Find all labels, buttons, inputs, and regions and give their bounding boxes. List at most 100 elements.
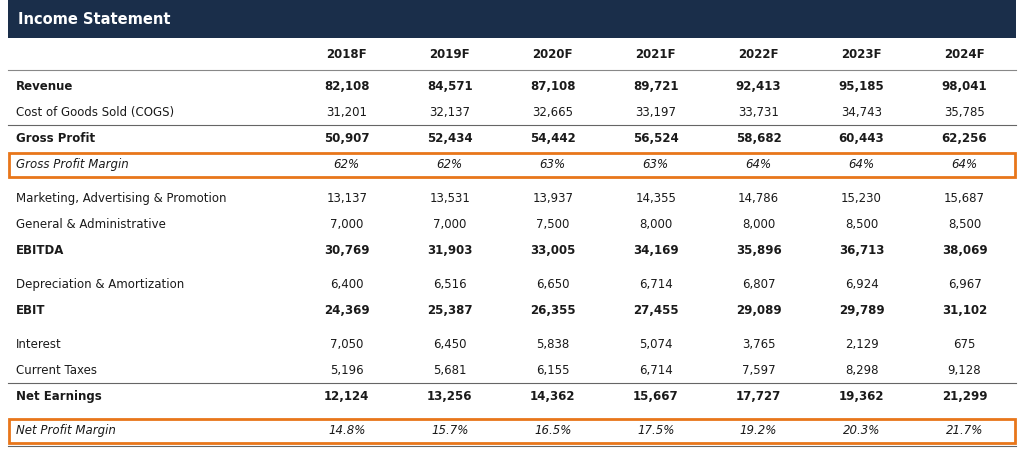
Text: 64%: 64%: [849, 159, 874, 172]
Text: 14.8%: 14.8%: [328, 425, 366, 438]
Text: 31,903: 31,903: [427, 245, 472, 258]
Text: 2020F: 2020F: [532, 47, 573, 60]
Text: 34,169: 34,169: [633, 245, 679, 258]
Text: Interest: Interest: [16, 339, 61, 352]
Text: 2022F: 2022F: [738, 47, 779, 60]
Text: 82,108: 82,108: [324, 80, 370, 93]
Text: 19,362: 19,362: [839, 391, 885, 404]
Text: 35,896: 35,896: [735, 245, 781, 258]
Text: 34,743: 34,743: [841, 106, 882, 120]
Text: Income Statement: Income Statement: [18, 12, 171, 27]
Text: 15,230: 15,230: [841, 193, 882, 206]
Text: 7,000: 7,000: [433, 219, 466, 232]
Text: 35,785: 35,785: [944, 106, 985, 120]
Text: 30,769: 30,769: [324, 245, 370, 258]
Text: 62%: 62%: [436, 159, 463, 172]
Text: Cost of Goods Sold (COGS): Cost of Goods Sold (COGS): [16, 106, 174, 120]
Bar: [9, 419, 1015, 443]
Text: 8,500: 8,500: [948, 219, 981, 232]
Text: 6,924: 6,924: [845, 279, 879, 292]
Text: 7,597: 7,597: [741, 365, 775, 378]
Text: 2,129: 2,129: [845, 339, 879, 352]
Text: Current Taxes: Current Taxes: [16, 365, 97, 378]
Bar: [8, 0, 1016, 38]
Text: 15,687: 15,687: [944, 193, 985, 206]
Text: 95,185: 95,185: [839, 80, 885, 93]
Text: 6,967: 6,967: [947, 279, 981, 292]
Text: 64%: 64%: [745, 159, 772, 172]
Text: 3,765: 3,765: [741, 339, 775, 352]
Text: 2019F: 2019F: [429, 47, 470, 60]
Text: 6,450: 6,450: [433, 339, 467, 352]
Text: 58,682: 58,682: [735, 133, 781, 146]
Text: 32,137: 32,137: [429, 106, 470, 120]
Text: 31,201: 31,201: [327, 106, 368, 120]
Text: 60,443: 60,443: [839, 133, 885, 146]
Text: 64%: 64%: [951, 159, 978, 172]
Text: 62%: 62%: [334, 159, 359, 172]
Text: 13,137: 13,137: [327, 193, 368, 206]
Text: 13,256: 13,256: [427, 391, 472, 404]
Text: 38,069: 38,069: [942, 245, 987, 258]
Text: 29,089: 29,089: [736, 305, 781, 318]
Text: 98,041: 98,041: [942, 80, 987, 93]
Text: 36,713: 36,713: [839, 245, 885, 258]
Text: 63%: 63%: [540, 159, 565, 172]
Text: 2024F: 2024F: [944, 47, 985, 60]
Text: 33,005: 33,005: [530, 245, 575, 258]
Text: 13,531: 13,531: [429, 193, 470, 206]
Text: 54,442: 54,442: [529, 133, 575, 146]
Text: Net Profit Margin: Net Profit Margin: [16, 425, 116, 438]
Text: 5,681: 5,681: [433, 365, 467, 378]
Text: 62,256: 62,256: [942, 133, 987, 146]
Text: 33,197: 33,197: [635, 106, 676, 120]
Text: 7,500: 7,500: [536, 219, 569, 232]
Text: 5,196: 5,196: [330, 365, 364, 378]
Text: 84,571: 84,571: [427, 80, 472, 93]
Text: 17.5%: 17.5%: [637, 425, 675, 438]
Text: 19.2%: 19.2%: [740, 425, 777, 438]
Text: 87,108: 87,108: [530, 80, 575, 93]
Text: Gross Profit Margin: Gross Profit Margin: [16, 159, 129, 172]
Text: 6,516: 6,516: [433, 279, 467, 292]
Text: 9,128: 9,128: [947, 365, 981, 378]
Text: 5,074: 5,074: [639, 339, 673, 352]
Text: 8,298: 8,298: [845, 365, 879, 378]
Text: 27,455: 27,455: [633, 305, 679, 318]
Text: 6,714: 6,714: [639, 365, 673, 378]
Text: 12,124: 12,124: [324, 391, 370, 404]
Text: 33,731: 33,731: [738, 106, 779, 120]
Text: 6,400: 6,400: [330, 279, 364, 292]
Text: 21,299: 21,299: [942, 391, 987, 404]
Bar: [9, 153, 1015, 177]
Text: 21.7%: 21.7%: [946, 425, 983, 438]
Text: General & Administrative: General & Administrative: [16, 219, 166, 232]
Text: Depreciation & Amortization: Depreciation & Amortization: [16, 279, 184, 292]
Text: 8,000: 8,000: [639, 219, 673, 232]
Text: 56,524: 56,524: [633, 133, 679, 146]
Text: 17,727: 17,727: [736, 391, 781, 404]
Text: Revenue: Revenue: [16, 80, 74, 93]
Text: 6,155: 6,155: [536, 365, 569, 378]
Text: 675: 675: [953, 339, 976, 352]
Text: 52,434: 52,434: [427, 133, 472, 146]
Text: 14,362: 14,362: [530, 391, 575, 404]
Text: 92,413: 92,413: [736, 80, 781, 93]
Text: 14,786: 14,786: [738, 193, 779, 206]
Text: 89,721: 89,721: [633, 80, 678, 93]
Text: 15.7%: 15.7%: [431, 425, 468, 438]
Text: 50,907: 50,907: [324, 133, 370, 146]
Text: 6,714: 6,714: [639, 279, 673, 292]
Text: 8,500: 8,500: [845, 219, 879, 232]
Text: 6,807: 6,807: [741, 279, 775, 292]
Text: 13,937: 13,937: [532, 193, 573, 206]
Text: 2023F: 2023F: [842, 47, 882, 60]
Text: 25,387: 25,387: [427, 305, 472, 318]
Text: Gross Profit: Gross Profit: [16, 133, 95, 146]
Text: 29,789: 29,789: [839, 305, 885, 318]
Text: EBITDA: EBITDA: [16, 245, 65, 258]
Text: 16.5%: 16.5%: [534, 425, 571, 438]
Text: Net Earnings: Net Earnings: [16, 391, 101, 404]
Text: 32,665: 32,665: [532, 106, 573, 120]
Text: 6,650: 6,650: [536, 279, 569, 292]
